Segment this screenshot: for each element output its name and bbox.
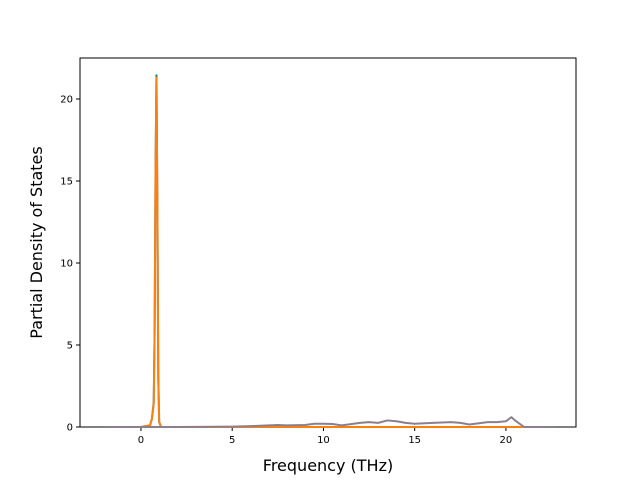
series-line [102, 416, 554, 428]
y-tick-label: 10 [60, 259, 73, 270]
y-tick-label: 15 [60, 177, 73, 188]
series-line [102, 74, 554, 428]
x-tick-label: 0 [138, 435, 144, 446]
y-tick-label: 20 [60, 95, 73, 106]
x-tick-label: 20 [500, 435, 513, 446]
x-tick-label: 5 [229, 435, 235, 446]
x-tick-label: 10 [317, 435, 330, 446]
y-axis-label: Partial Density of States [27, 146, 46, 338]
x-tick-label: 15 [408, 435, 421, 446]
y-tick-label: 0 [67, 423, 73, 434]
x-axis-label: Frequency (THz) [263, 456, 393, 475]
y-tick-label: 5 [67, 341, 73, 352]
series-line [102, 76, 554, 428]
